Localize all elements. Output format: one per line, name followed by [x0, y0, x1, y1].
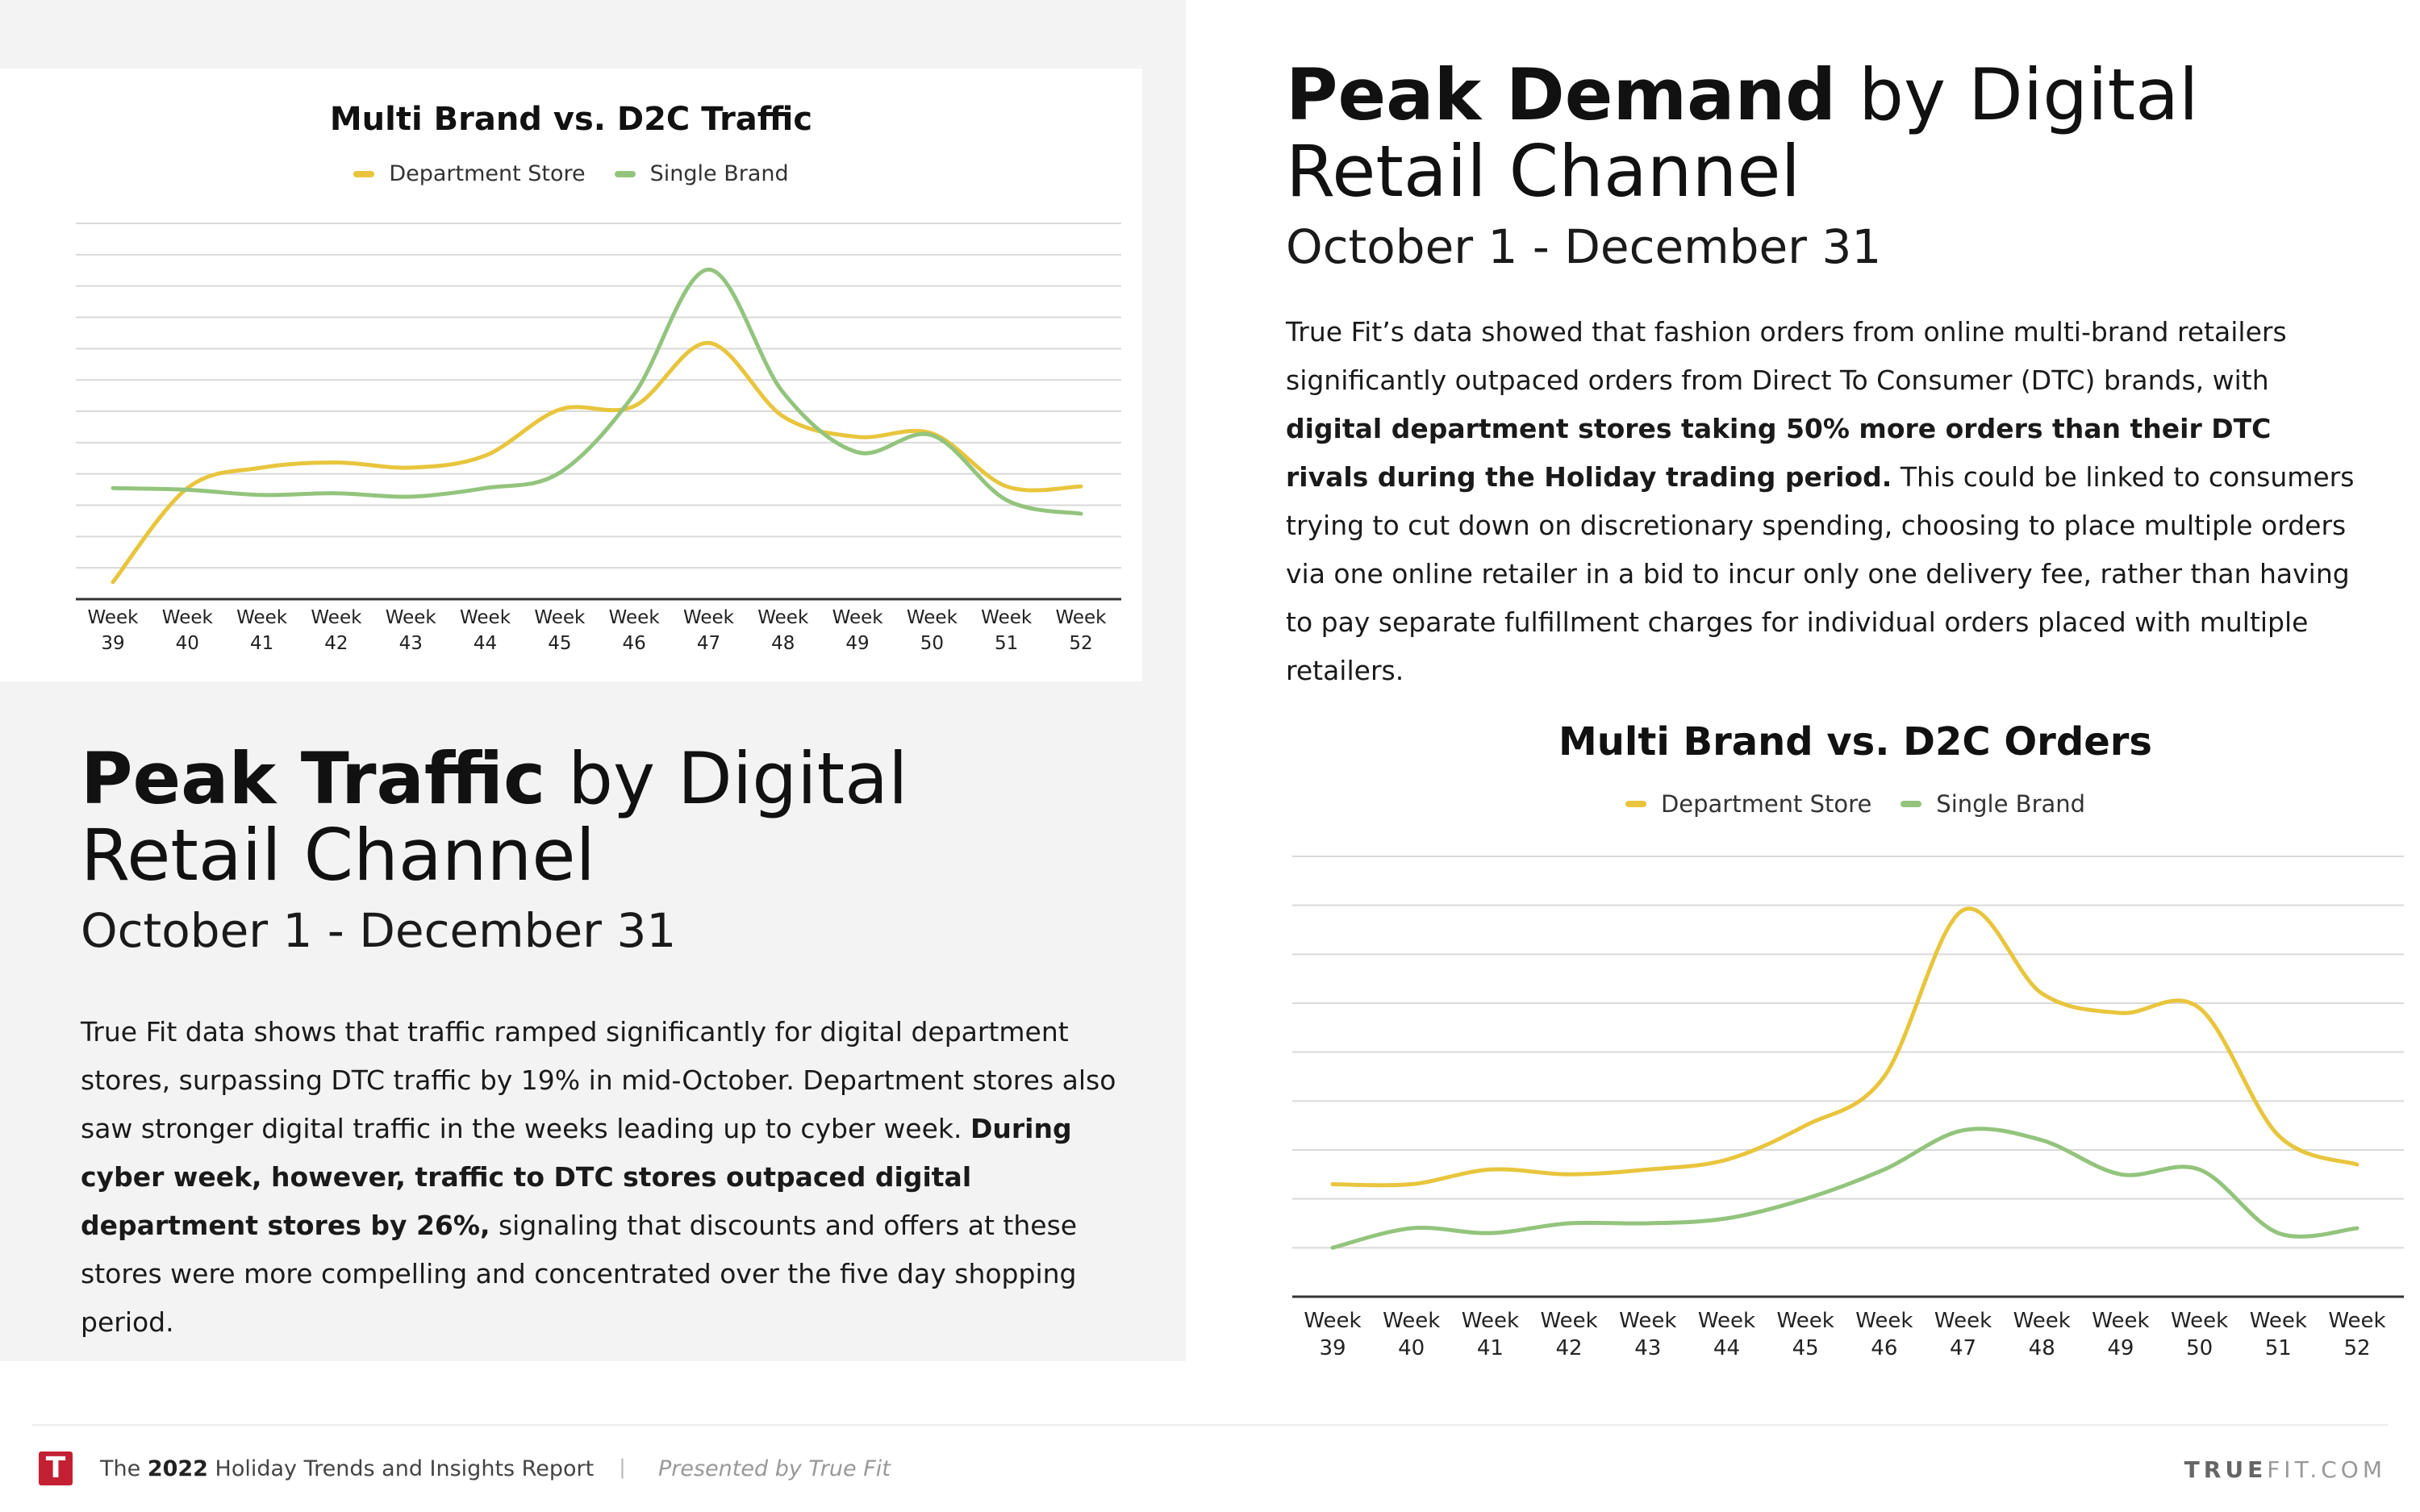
footer-report-pre: The — [100, 1456, 148, 1481]
legend-swatch-single-brand — [614, 170, 636, 177]
orders-series-single-brand-line — [1330, 1127, 2360, 1250]
traffic-x-tick-label: Week 40 — [162, 607, 214, 654]
legend-single-brand: Single Brand — [614, 161, 789, 186]
traffic-x-tick-label: Week 49 — [832, 607, 884, 654]
traffic-chart-title: Multi Brand vs. D2C Traffic — [329, 101, 813, 138]
orders-x-tick-label: Week 50 — [2171, 1309, 2228, 1360]
orders-x-tick-label: Week 39 — [1304, 1309, 1361, 1360]
legend-label-single-brand: Single Brand — [1936, 790, 2086, 818]
orders-x-tick-label: Week 43 — [1619, 1309, 1676, 1360]
traffic-x-tick-label: Week 45 — [534, 607, 586, 654]
orders-x-tick-label: Week 52 — [2328, 1309, 2385, 1360]
demand-heading-bold: Peak Demand — [1286, 53, 1837, 136]
footer: T The 2022 Holiday Trends and Insights R… — [0, 1443, 2420, 1492]
traffic-series-department-store-line — [111, 340, 1083, 585]
legend-label-single-brand: Single Brand — [649, 161, 789, 186]
legend-label-department-store: Department Store — [1660, 790, 1872, 818]
demand-para-text-2: This could be linked to consumers trying… — [1286, 461, 2355, 686]
traffic-heading-light: by Digital — [545, 737, 908, 820]
footer-separator: | — [620, 1455, 626, 1479]
traffic-x-tick-label: Week 44 — [460, 607, 511, 654]
footer-presented-by: Presented by True Fit — [658, 1456, 891, 1481]
legend-label-department-store: Department Store — [389, 161, 586, 186]
orders-chart-title: Multi Brand vs. D2C Orders — [1558, 719, 2152, 764]
traffic-x-tick-label: Week 42 — [311, 607, 362, 654]
legend-single-brand: Single Brand — [1901, 790, 2085, 818]
orders-x-tick-label: Week 44 — [1698, 1309, 1755, 1360]
traffic-line-chart: Week 39 Week 40 Week 41 Week 42 Week 43 Week 44 Week… — [76, 223, 1121, 654]
traffic-x-tick-label: Week 47 — [683, 607, 735, 654]
orders-x-tick-label: Week 47 — [1934, 1309, 1992, 1360]
traffic-heading-line2: Retail Channel — [81, 814, 595, 898]
truefit-logo-icon: T — [39, 1452, 73, 1485]
left-panel: Multi Brand vs. D2C Traffic Department S… — [0, 0, 1186, 1361]
footer-brand-bold: TRUE — [2184, 1456, 2268, 1483]
traffic-heading-bold: Peak Traffic — [81, 737, 546, 820]
traffic-x-tick-label: Week 51 — [981, 607, 1033, 654]
orders-x-tick-label: Week 46 — [1855, 1309, 1913, 1360]
demand-heading-light: by Digital — [1836, 53, 2199, 136]
traffic-para-text-1: True Fit data shows that traffic ramped … — [81, 1016, 1116, 1144]
traffic-para-text-2: signaling that discounts and offers at t… — [81, 1210, 1078, 1338]
demand-para-text-1: True Fit’s data showed that fashion orde… — [1286, 316, 2287, 396]
orders-x-tick-label: Week 40 — [1383, 1309, 1440, 1360]
footer-report-title: The 2022 Holiday Trends and Insights Rep… — [100, 1456, 594, 1481]
legend-department-store: Department Store — [353, 161, 586, 186]
orders-x-tick-label: Week 45 — [1777, 1309, 1834, 1360]
legend-department-store: Department Store — [1625, 790, 1871, 818]
demand-heading: Peak Demand by Digital Retail Channel — [1286, 56, 2198, 210]
traffic-paragraph: True Fit data shows that traffic ramped … — [81, 1008, 1129, 1347]
traffic-chart-legend: Department Store Single Brand — [0, 161, 1142, 186]
traffic-heading: Peak Traffic by Digital Retail Channel — [81, 740, 908, 893]
orders-series-department-store-line — [1330, 906, 2360, 1188]
demand-date-range: October 1 - December 31 — [1286, 219, 1882, 274]
traffic-x-tick-label: Week 43 — [386, 607, 437, 654]
traffic-para-bold: During cyber week, however, traffic to D… — [81, 1113, 1072, 1241]
traffic-x-tick-label: Week 50 — [907, 607, 958, 654]
demand-paragraph: True Fit’s data showed that fashion orde… — [1286, 308, 2359, 695]
orders-x-tick-label: Week 48 — [2013, 1309, 2071, 1360]
legend-swatch-department-store — [353, 170, 375, 177]
footer-brand-link[interactable]: TRUEFIT.COM — [2184, 1456, 2386, 1483]
traffic-x-tick-label: Week 41 — [236, 607, 288, 654]
legend-swatch-single-brand — [1901, 801, 1922, 807]
legend-swatch-department-store — [1625, 801, 1646, 807]
traffic-series-single-brand-line — [111, 267, 1083, 516]
orders-x-tick-label: Week 49 — [2092, 1309, 2149, 1360]
footer-report-post: Holiday Trends and Insights Report — [207, 1456, 595, 1481]
orders-x-tick-label: Week 51 — [2250, 1309, 2307, 1360]
traffic-date-range: October 1 - December 31 — [81, 903, 677, 958]
orders-chart-area: Multi Brand vs. D2C Orders Department St… — [1291, 710, 2420, 1371]
orders-line-chart: Week 39 Week 40 Week 41 Week 42 Week 43 Week 44 Week… — [1292, 856, 2404, 1360]
footer-divider — [32, 1424, 2388, 1426]
orders-chart-legend: Department Store Single Brand — [1291, 790, 2420, 818]
traffic-x-tick-label: Week 46 — [609, 607, 661, 654]
demand-para-bold: digital department stores taking 50% mor… — [1286, 413, 2272, 493]
traffic-x-tick-label: Week 39 — [87, 607, 139, 654]
footer-brand-rest: FIT.COM — [2267, 1456, 2386, 1483]
orders-x-tick-label: Week 41 — [1462, 1309, 1519, 1360]
orders-x-tick-label: Week 42 — [1540, 1309, 1597, 1360]
footer-report-year: 2022 — [147, 1456, 208, 1481]
traffic-x-tick-label: Week 48 — [757, 607, 809, 654]
traffic-chart-card: Multi Brand vs. D2C Traffic Department S… — [0, 69, 1142, 681]
demand-heading-line2: Retail Channel — [1286, 130, 1800, 214]
traffic-x-tick-label: Week 52 — [1055, 607, 1107, 654]
